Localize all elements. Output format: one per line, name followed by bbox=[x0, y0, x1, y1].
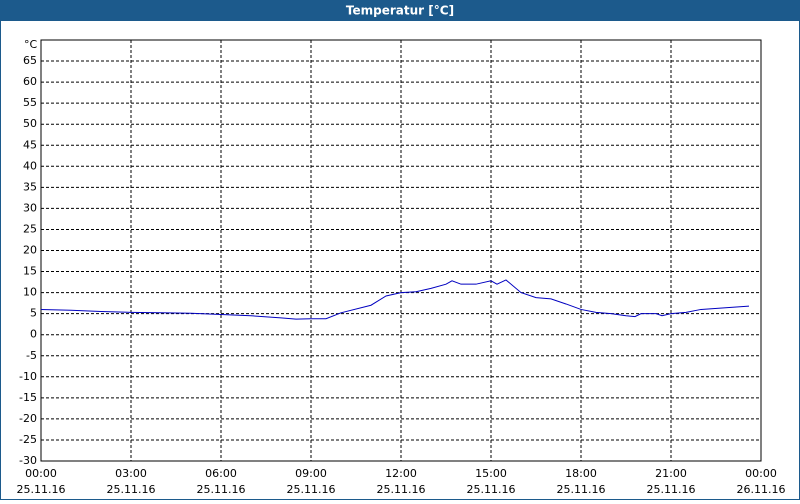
x-tick-date: 25.11.16 bbox=[287, 483, 336, 496]
x-tick-date: 26.11.16 bbox=[737, 483, 786, 496]
x-tick-label: 00:00 bbox=[745, 467, 777, 480]
x-tick-label: 12:00 bbox=[385, 467, 417, 480]
y-tick-label: -30 bbox=[19, 454, 37, 467]
x-tick-label: 00:00 bbox=[25, 467, 57, 480]
y-tick-label: 60 bbox=[23, 75, 37, 88]
y-tick-label: 15 bbox=[23, 265, 37, 278]
y-tick-label: 20 bbox=[23, 244, 37, 257]
y-tick-label: 65 bbox=[23, 54, 37, 67]
y-tick-label: 50 bbox=[23, 117, 37, 130]
temperature-line bbox=[40, 279, 750, 320]
y-unit-label: °C bbox=[24, 38, 38, 51]
y-tick-label: -20 bbox=[19, 412, 37, 425]
x-tick-date: 25.11.16 bbox=[467, 483, 516, 496]
x-tick-label: 06:00 bbox=[205, 467, 237, 480]
x-tick-date: 25.11.16 bbox=[197, 483, 246, 496]
x-tick-label: 15:00 bbox=[475, 467, 507, 480]
x-tick-label: 18:00 bbox=[565, 467, 597, 480]
y-tick-label: -5 bbox=[26, 349, 37, 362]
y-tick-label: 0 bbox=[30, 328, 37, 341]
x-tick-label: 09:00 bbox=[295, 467, 327, 480]
x-tick-date: 25.11.16 bbox=[17, 483, 66, 496]
x-tick-label: 03:00 bbox=[115, 467, 147, 480]
y-tick-label: -25 bbox=[19, 433, 37, 446]
x-tick-date: 25.11.16 bbox=[377, 483, 426, 496]
y-tick-label: 5 bbox=[30, 307, 37, 320]
y-tick-label: 35 bbox=[23, 180, 37, 193]
y-tick-label: 25 bbox=[23, 222, 37, 235]
x-tick-date: 25.11.16 bbox=[107, 483, 156, 496]
y-tick-label: 40 bbox=[23, 159, 37, 172]
title-bar bbox=[0, 0, 800, 21]
plot-frame bbox=[40, 39, 762, 462]
x-tick-date: 25.11.16 bbox=[557, 483, 606, 496]
y-tick-label: 30 bbox=[23, 201, 37, 214]
y-tick-label: 45 bbox=[23, 138, 37, 151]
y-tick-label: -15 bbox=[19, 391, 37, 404]
x-tick-date: 25.11.16 bbox=[647, 483, 696, 496]
y-tick-label: 10 bbox=[23, 286, 37, 299]
y-tick-label: -10 bbox=[19, 370, 37, 383]
x-tick-label: 21:00 bbox=[655, 467, 687, 480]
chart-title: Temperatur [°C] bbox=[346, 4, 454, 18]
y-tick-label: 55 bbox=[23, 96, 37, 109]
